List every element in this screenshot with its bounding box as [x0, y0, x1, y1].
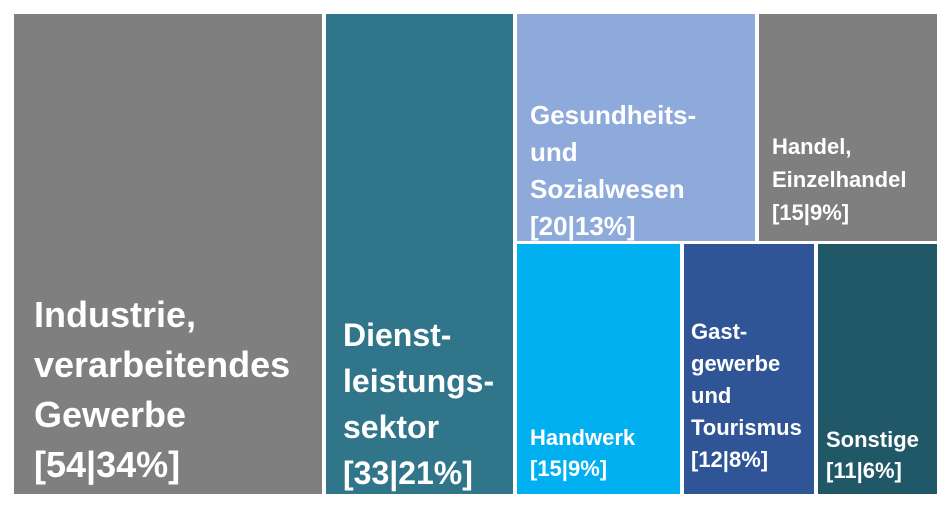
tile-name-line: sektor — [343, 409, 440, 445]
treemap-tile-dienstleistung — [326, 14, 513, 494]
tile-value-label: [15|9%] — [772, 200, 850, 225]
tile-name-line: und — [530, 137, 578, 167]
tile-name-line: Sonstige — [826, 427, 919, 452]
tile-value-label: [15|9%] — [530, 456, 608, 481]
treemap-tile-sonstige — [818, 244, 937, 494]
tile-label-dienstleistung: Dienst-leistungs-sektor [33|21%] — [343, 312, 494, 496]
tile-name-line: leistungs- — [343, 363, 495, 399]
tile-name-line: Industrie, — [34, 294, 197, 335]
tile-name-line: und — [691, 383, 732, 408]
tile-label-handwerk: Handwerk [15|9%] — [530, 422, 635, 484]
tile-name-line: Sozialwesen — [530, 174, 685, 204]
tile-name-line: Gast- — [691, 319, 748, 344]
treemap-tile-handel — [759, 14, 937, 241]
treemap-tile-gastgewerbe — [684, 244, 814, 494]
tile-label-sonstige: Sonstige [11|6%] — [826, 424, 919, 486]
tile-label-gesundheit: Gesundheits-und Sozialwesen [20|13%] — [530, 97, 696, 245]
tile-name-line: Dienst- — [343, 317, 452, 353]
tile-label-handel: Handel, Einzelhandel [15|9%] — [772, 130, 906, 229]
tile-name-line: Gewerbe — [34, 394, 187, 435]
tile-value-label: [12|8%] — [691, 447, 769, 472]
tile-value-label: [54|34%] — [34, 444, 181, 485]
tile-name-line: Einzelhandel — [772, 167, 907, 192]
tile-label-industrie: Industrie, verarbeitendes Gewerbe [54|34%] — [34, 290, 290, 490]
tile-value-label: [20|13%] — [530, 211, 636, 241]
tile-name-line: gewerbe — [691, 351, 781, 376]
tile-name-line: Gesundheits- — [530, 100, 697, 130]
treemap-tile-industrie — [14, 14, 322, 494]
tile-name-line: Handwerk — [530, 425, 636, 450]
treemap-tile-gesundheit — [517, 14, 755, 241]
tile-label-gastgewerbe: Gast-gewerbe und Tourismus [12|8%] — [691, 316, 802, 476]
tile-name-line: Handel, — [772, 134, 852, 159]
tile-name-line: Tourismus — [691, 415, 802, 440]
tile-name-line: verarbeitendes — [34, 344, 291, 385]
tile-value-label: [11|6%] — [826, 458, 902, 483]
treemap-tile-handwerk — [517, 244, 680, 494]
tile-value-label: [33|21%] — [343, 455, 473, 491]
